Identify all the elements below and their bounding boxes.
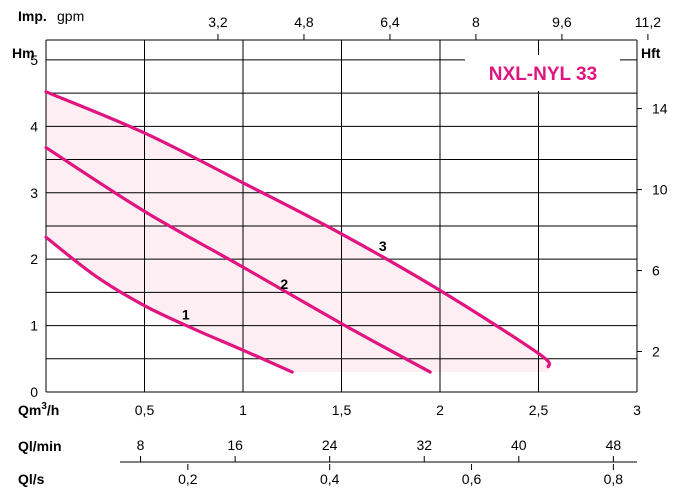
curve-3 — [44, 90, 552, 369]
right-tick-label: 10 — [652, 182, 668, 198]
top-tick-label: 9,6 — [552, 14, 572, 30]
top-tick-label: 3,2 — [208, 14, 228, 30]
right-tick-label: 2 — [652, 344, 660, 360]
curve-label-1: 1 — [182, 307, 190, 323]
left-tick-label: 2 — [30, 251, 38, 267]
ls-tick-label: 0,4 — [320, 471, 340, 487]
x-axis-label: Qm3/h — [18, 401, 59, 418]
title-background — [465, 55, 620, 91]
lmin-tick-label: 48 — [606, 437, 622, 453]
lmin-tick-label: 40 — [511, 437, 527, 453]
x-tick-label: 2,5 — [529, 402, 549, 418]
top-axis-label-unit: gpm — [57, 8, 84, 24]
top-axis-label-bold: Imp. — [18, 8, 47, 24]
ls-tick-label: 0,2 — [178, 471, 198, 487]
left-tick-label: 1 — [30, 318, 38, 334]
right-tick-label: 6 — [652, 263, 660, 279]
top-tick-label: 6,4 — [380, 14, 400, 30]
right-axis-label: Hft — [641, 45, 661, 61]
lmin-axis-label: Ql/min — [18, 438, 62, 454]
grid — [45, 39, 638, 393]
left-tick-label: 5 — [30, 52, 38, 68]
curve-1 — [44, 235, 294, 374]
top-tick-label: 8 — [472, 14, 480, 30]
top-tick-label: 4,8 — [294, 14, 314, 30]
curves: 1 2 3 — [44, 90, 552, 374]
x-tick-label: 0,5 — [135, 402, 155, 418]
lmin-tick-label: 16 — [227, 437, 243, 453]
chart-title: NXL-NYL 33 — [489, 64, 597, 85]
left-tick-label: 4 — [30, 118, 38, 134]
curve-label-3: 3 — [379, 238, 387, 254]
operating-area-fill — [46, 91, 549, 373]
ls-tick-label: 0,6 — [462, 471, 482, 487]
x-tick-label: 2 — [436, 402, 444, 418]
lmin-tick-label: 32 — [416, 437, 432, 453]
lmin-tick-label: 24 — [322, 437, 338, 453]
ls-tick-label: 0,8 — [604, 471, 624, 487]
x-tick-label: 3 — [633, 402, 641, 418]
top-tick-label: 11,2 — [635, 14, 661, 30]
left-axis-label: Hm — [12, 45, 35, 61]
ls-axis-label: Ql/s — [18, 471, 45, 487]
curve-label-2: 2 — [280, 276, 288, 292]
x-tick-label: 1,5 — [332, 402, 352, 418]
x-tick-label: 1 — [239, 402, 247, 418]
tick-labels: 0 1 2 3 4 5 2 6 10 14 3,2 4,8 6,4 8 9,6 11,2 0,5 1 1,5 2 2,5… — [30, 14, 668, 487]
right-tick-label: 14 — [652, 101, 668, 117]
left-tick-label: 3 — [30, 185, 38, 201]
operating-area — [46, 91, 549, 373]
curve-2 — [44, 145, 432, 374]
lmin-tick-label: 8 — [137, 437, 145, 453]
left-tick-label: 0 — [30, 384, 38, 400]
